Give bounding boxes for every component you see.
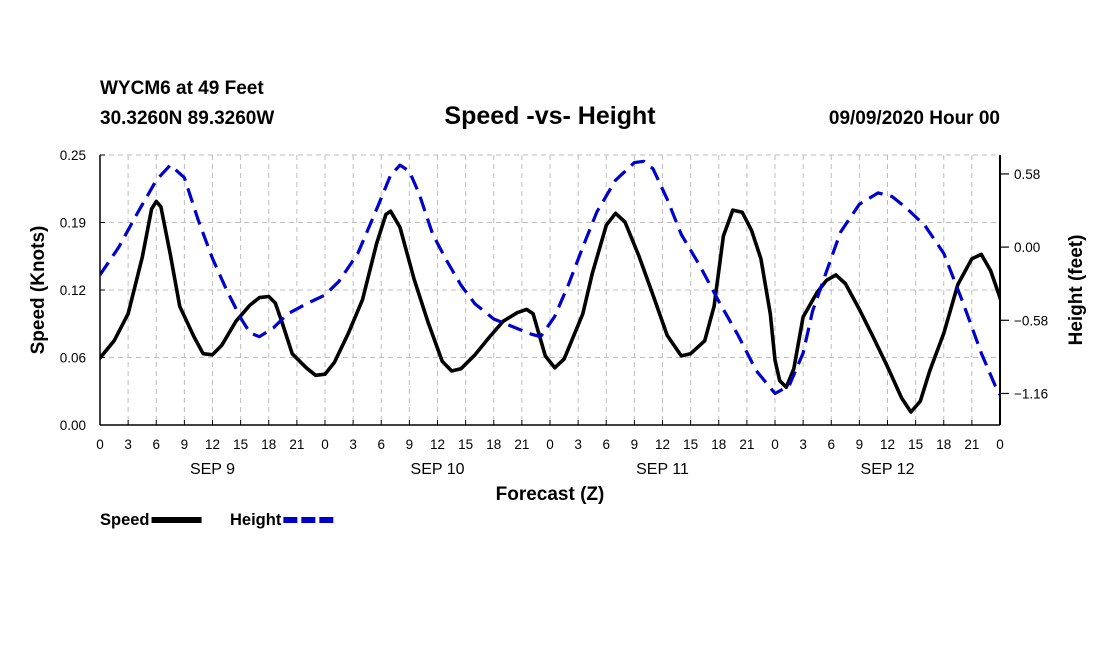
x-tick-label: 6 bbox=[377, 437, 385, 452]
y-right-tick-label: −0.58 bbox=[1014, 313, 1048, 328]
x-tick-label: 15 bbox=[233, 437, 248, 452]
legend: Speed Height bbox=[100, 511, 334, 529]
x-tick-label: 21 bbox=[964, 437, 979, 452]
x-tick-label: 3 bbox=[574, 437, 582, 452]
x-tick-label: 18 bbox=[261, 437, 276, 452]
x-tick-label: 21 bbox=[289, 437, 304, 452]
x-tick-label: 0 bbox=[321, 437, 329, 452]
y-right-tick-label: 0.00 bbox=[1014, 240, 1040, 255]
y-axis-right-title: Height (feet) bbox=[1066, 235, 1087, 346]
x-tick-label: 12 bbox=[205, 437, 220, 452]
y-left-tick-label: 0.25 bbox=[60, 148, 86, 163]
location-label: 30.3260N 89.3260W bbox=[100, 108, 274, 129]
x-tick-label: 3 bbox=[124, 437, 132, 452]
x-tick-label: 0 bbox=[546, 437, 554, 452]
x-tick-label: 3 bbox=[349, 437, 357, 452]
y-right-tick-label: 0.58 bbox=[1014, 167, 1040, 182]
x-tick-label: 9 bbox=[406, 437, 414, 452]
grid-lines bbox=[99, 154, 1001, 426]
x-tick-label: 0 bbox=[996, 437, 1004, 452]
x-tick-label: 12 bbox=[655, 437, 670, 452]
day-label: SEP 11 bbox=[636, 461, 689, 478]
x-tick-label: 15 bbox=[908, 437, 923, 452]
y-left-tick-label: 0.19 bbox=[60, 216, 86, 231]
x-tick-label: 12 bbox=[430, 437, 445, 452]
x-tick-label: 15 bbox=[458, 437, 473, 452]
x-tick-label: 15 bbox=[683, 437, 698, 452]
x-axis-title: Forecast (Z) bbox=[496, 484, 605, 505]
height-series-line bbox=[100, 159, 1000, 399]
station-label: WYCM6 at 49 Feet bbox=[100, 78, 264, 99]
x-tick-label: 21 bbox=[739, 437, 754, 452]
day-label: SEP 12 bbox=[861, 461, 915, 478]
day-label: SEP 10 bbox=[411, 461, 465, 478]
x-tick-label: 9 bbox=[856, 437, 864, 452]
x-tick-label: 12 bbox=[880, 437, 895, 452]
x-tick-label: 3 bbox=[799, 437, 807, 452]
y-right-tick-label: −1.16 bbox=[1014, 386, 1048, 401]
x-tick-label: 0 bbox=[771, 437, 779, 452]
speed-series-line bbox=[100, 199, 1000, 414]
x-tick-label: 9 bbox=[181, 437, 189, 452]
y-axis-left-title: Speed (Knots) bbox=[28, 226, 49, 355]
x-tick-label: 18 bbox=[711, 437, 726, 452]
y-left-tick-label: 0.06 bbox=[60, 351, 86, 366]
x-tick-label: 6 bbox=[602, 437, 610, 452]
y-left-tick-label: 0.12 bbox=[60, 283, 86, 298]
x-tick-label: 18 bbox=[486, 437, 501, 452]
chart-title: Speed -vs- Height bbox=[444, 102, 656, 130]
legend-label-speed: Speed bbox=[100, 511, 150, 529]
run-time-label: 09/09/2020 Hour 00 bbox=[829, 108, 1000, 129]
legend-label-height: Height bbox=[230, 511, 282, 529]
x-tick-label: 9 bbox=[631, 437, 639, 452]
x-tick-label: 18 bbox=[936, 437, 951, 452]
y-left-tick-label: 0.00 bbox=[60, 418, 86, 433]
x-tick-label: 0 bbox=[96, 437, 104, 452]
tick-labels: 0 3 6 9 12 15 18 21 0 3 6 9 12 15 18 21 0 3 6 9 12 15 18 21 0 3 6 9… bbox=[60, 148, 1048, 478]
series-layer bbox=[100, 159, 1000, 414]
x-tick-label: 6 bbox=[152, 437, 160, 452]
x-tick-label: 21 bbox=[514, 437, 529, 452]
x-tick-label: 6 bbox=[827, 437, 835, 452]
day-label: SEP 9 bbox=[190, 461, 235, 478]
tick-marks bbox=[99, 154, 1009, 426]
